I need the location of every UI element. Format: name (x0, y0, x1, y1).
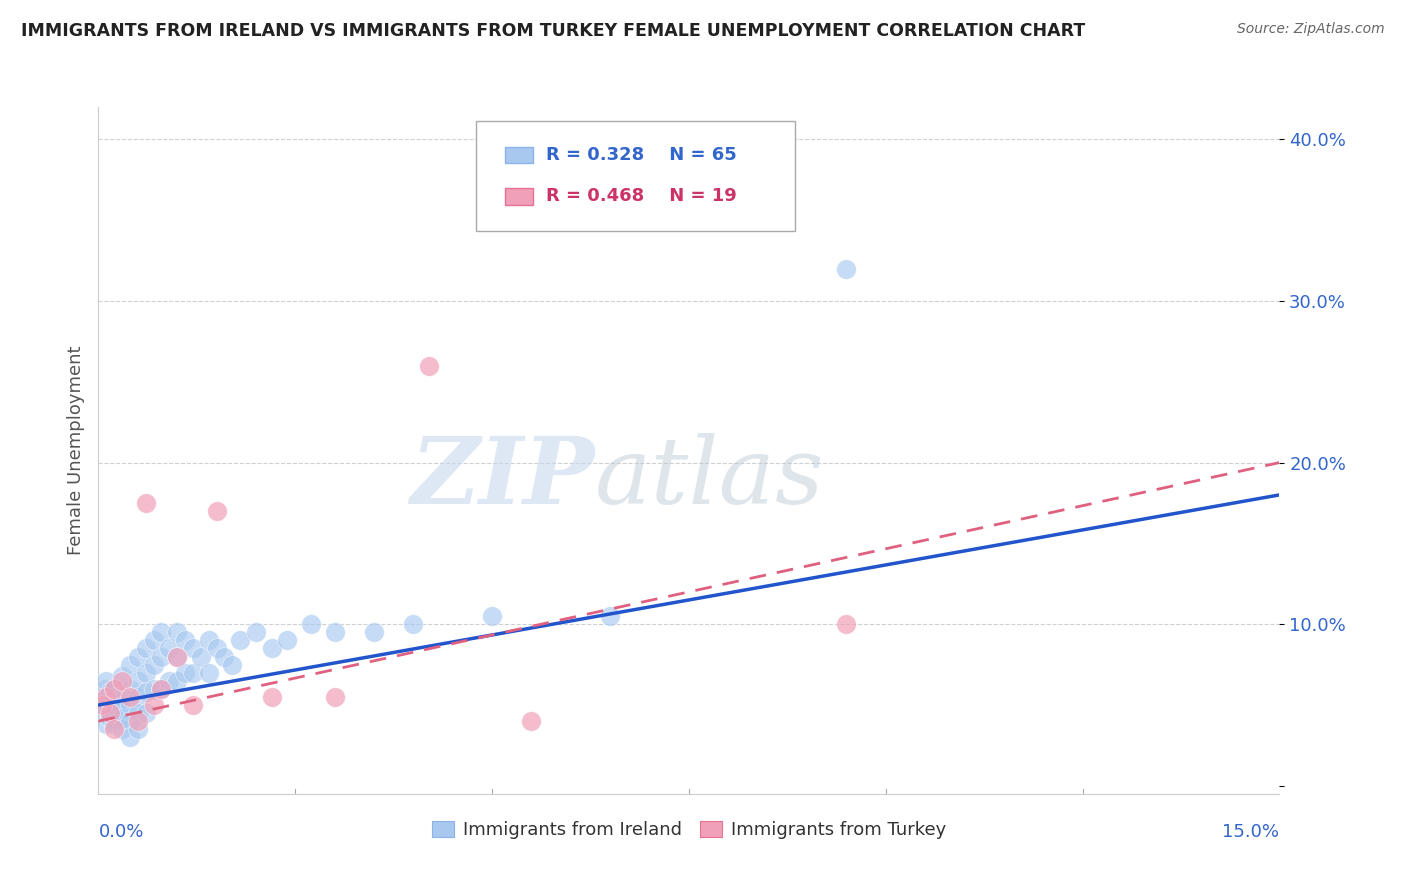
Point (835, 261, 858, 276)
Point (142, 633, 165, 648)
Point (205, 504, 228, 518)
Point (127, 723, 149, 737)
Point (103, 723, 125, 737)
Point (323, 625, 346, 640)
Point (166, 673, 188, 688)
Point (214, 649, 236, 664)
Y-axis label: Female Unemployment: Female Unemployment (66, 346, 84, 555)
Point (111, 711, 134, 725)
Text: Source: ZipAtlas.com: Source: ZipAtlas.com (1237, 22, 1385, 37)
Point (150, 681, 173, 696)
Point (174, 633, 197, 648)
Point (197, 633, 219, 648)
Point (142, 698, 165, 712)
Point (150, 625, 173, 640)
Point (91, 698, 114, 712)
Point (520, 714, 543, 728)
Point (111, 690, 134, 704)
Point (118, 657, 141, 672)
Point (111, 669, 134, 683)
Point (103, 681, 125, 696)
Point (118, 714, 141, 728)
Point (142, 657, 165, 672)
Point (299, 617, 322, 632)
Point (103, 706, 125, 720)
Point (323, 690, 346, 704)
Point (91, 690, 114, 704)
Text: R = 0.468    N = 19: R = 0.468 N = 19 (546, 187, 737, 205)
Point (127, 690, 149, 704)
Point (260, 641, 283, 656)
Point (174, 665, 197, 680)
Point (103, 698, 125, 712)
Point (190, 649, 212, 664)
Point (103, 717, 125, 731)
Point (166, 649, 188, 664)
Point (157, 673, 180, 688)
Point (118, 731, 141, 745)
Point (260, 690, 283, 704)
FancyBboxPatch shape (505, 188, 533, 204)
Text: atlas: atlas (595, 433, 824, 523)
Point (135, 706, 157, 720)
Text: 0.0%: 0.0% (98, 823, 143, 841)
Point (127, 649, 149, 664)
Point (245, 625, 267, 640)
Point (96, 698, 118, 712)
Point (197, 665, 219, 680)
Point (181, 665, 204, 680)
Point (481, 609, 503, 624)
Point (103, 690, 125, 704)
Point (93, 681, 115, 696)
Text: R = 0.328    N = 65: R = 0.328 N = 65 (546, 146, 737, 164)
Point (181, 698, 204, 712)
Point (150, 681, 173, 696)
Point (107, 695, 129, 709)
Point (96, 690, 118, 704)
Point (276, 633, 298, 648)
Text: 15.0%: 15.0% (1222, 823, 1279, 841)
Point (98, 685, 121, 699)
Point (363, 625, 385, 640)
Legend: Immigrants from Ireland, Immigrants from Turkey: Immigrants from Ireland, Immigrants from… (425, 814, 953, 847)
Point (96, 717, 118, 731)
Point (111, 701, 134, 715)
Text: IMMIGRANTS FROM IRELAND VS IMMIGRANTS FROM TURKEY FEMALE UNEMPLOYMENT CORRELATIO: IMMIGRANTS FROM IRELAND VS IMMIGRANTS FR… (21, 22, 1085, 40)
Point (118, 698, 141, 712)
Point (127, 714, 149, 728)
FancyBboxPatch shape (477, 120, 796, 231)
Point (166, 649, 188, 664)
Point (166, 625, 188, 640)
Point (118, 681, 141, 696)
Point (127, 706, 149, 720)
Point (103, 681, 125, 696)
Point (111, 723, 134, 737)
Point (135, 496, 157, 510)
Point (205, 641, 228, 656)
Point (96, 706, 118, 720)
Point (181, 641, 204, 656)
Point (98, 706, 121, 720)
Point (135, 665, 157, 680)
Point (599, 609, 621, 624)
Point (835, 617, 858, 632)
Point (142, 681, 165, 696)
Point (402, 617, 425, 632)
Point (135, 685, 157, 699)
Point (157, 641, 180, 656)
Point (221, 657, 243, 672)
Point (96, 673, 118, 688)
Point (135, 641, 157, 656)
Point (98, 711, 121, 725)
FancyBboxPatch shape (505, 147, 533, 163)
Point (418, 359, 440, 373)
Point (127, 673, 149, 688)
Point (150, 649, 173, 664)
Text: ZIP: ZIP (411, 433, 595, 523)
Point (229, 633, 252, 648)
Point (111, 673, 134, 688)
Point (118, 690, 141, 704)
